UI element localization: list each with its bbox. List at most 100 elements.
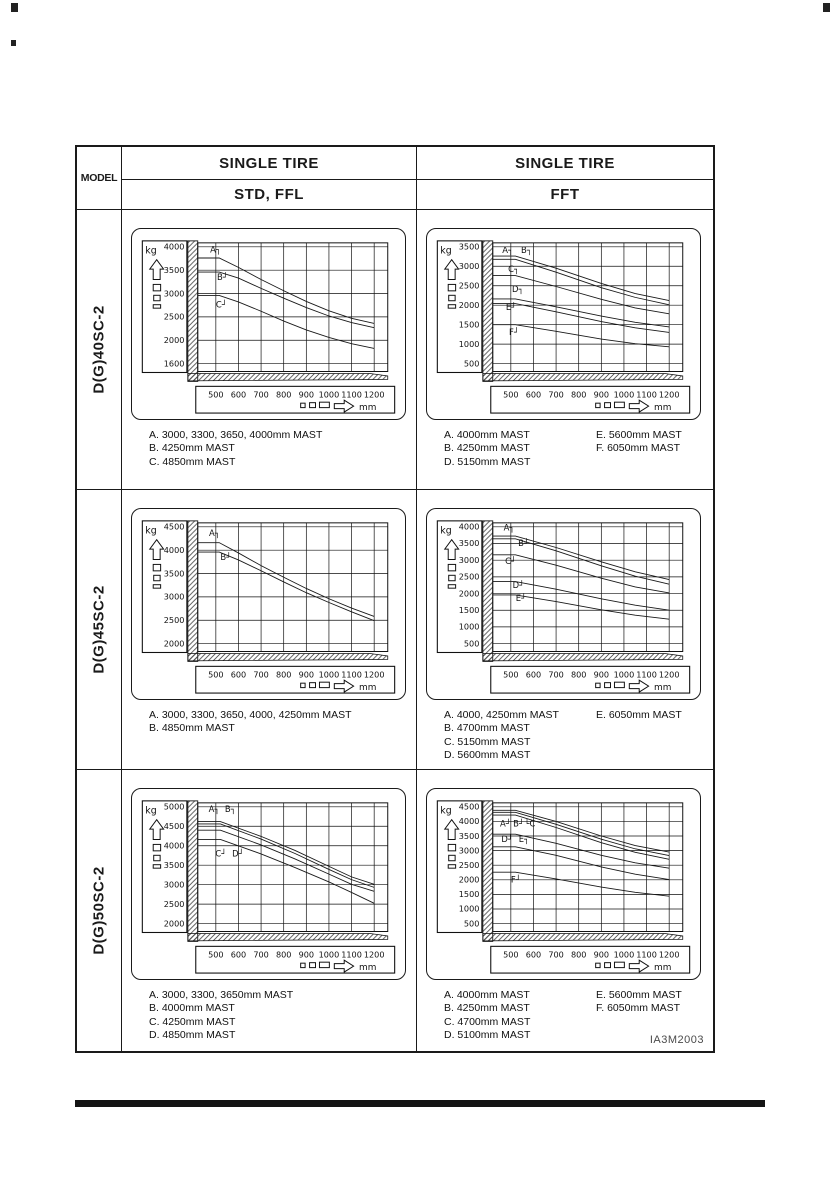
svg-text:500: 500: [503, 950, 518, 960]
capacity-curve-C: [197, 829, 375, 892]
legend-item: E. 6050mm MAST: [596, 709, 682, 721]
svg-text:mm: mm: [654, 403, 671, 413]
svg-text:F┘: F┘: [509, 327, 519, 337]
svg-text:E┘: E┘: [506, 302, 516, 312]
capacity-curve-D: [492, 298, 670, 328]
chart-cell-40sc2-fft: kg 3500 3000 2500 2000 1500 1000 500 500 600 700 80…: [417, 210, 713, 490]
capacity-chart-card: kg 4000 3500 3000 2500 2000 1500 1000 500 500 600 7…: [426, 508, 701, 700]
svg-text:3000: 3000: [459, 555, 480, 565]
capacity-chart: kg 4500 4000 3500 3000 2500 2000 1500 1000 500 500…: [436, 800, 691, 974]
svg-text:600: 600: [526, 390, 541, 400]
svg-text:B┘: B┘: [217, 272, 228, 282]
model-cell-40sc2: D(G)40SC-2: [77, 210, 122, 490]
capacity-curve-D: [197, 839, 375, 904]
svg-text:3000: 3000: [164, 288, 185, 298]
svg-text:2000: 2000: [459, 588, 480, 598]
legend-item: B. 4250mm MAST: [444, 1002, 530, 1015]
svg-text:800: 800: [276, 670, 291, 680]
svg-text:kg: kg: [440, 806, 451, 817]
capacity-chart-card: kg 5000 4500 4000 3500 3000 2500 2000 500 600 700 8…: [131, 788, 406, 980]
mast-legend: A. 3000, 3300, 3650, 4000, 4250mm MAST B.…: [149, 709, 416, 736]
svg-text:1200: 1200: [659, 950, 680, 960]
svg-text:1500: 1500: [459, 319, 480, 329]
svg-text:600: 600: [231, 390, 246, 400]
legend-item: C. 4700mm MAST: [444, 1015, 531, 1028]
svg-text:2500: 2500: [459, 860, 480, 870]
svg-text:1600: 1600: [164, 358, 185, 368]
svg-text:2500: 2500: [459, 572, 480, 582]
column-subheader-label: STD, FFL: [234, 186, 304, 203]
svg-text:E┘: E┘: [516, 593, 526, 603]
svg-text:D┘: D┘: [232, 849, 244, 859]
document-code: IA3M2003: [649, 1034, 704, 1046]
legend-item: A. 4000, 4250mm MAST: [444, 709, 559, 721]
svg-text:1200: 1200: [364, 670, 385, 680]
svg-text:4500: 4500: [459, 802, 480, 812]
svg-text:A┘: A┘: [500, 819, 511, 829]
chart-cell-45sc2-fft: kg 4000 3500 3000 2500 2000 1500 1000 500 500 600 7…: [417, 490, 713, 770]
svg-text:1100: 1100: [341, 670, 362, 680]
svg-text:3000: 3000: [164, 592, 185, 602]
svg-text:800: 800: [571, 950, 586, 960]
capacity-curve-C: [492, 554, 670, 594]
svg-text:3500: 3500: [164, 860, 185, 870]
svg-text:700: 700: [548, 670, 563, 680]
model-cell-50sc2: D(G)50SC-2: [77, 770, 122, 1051]
svg-text:1000: 1000: [319, 390, 340, 400]
capacity-curve-E: [492, 594, 670, 620]
svg-text:4000: 4000: [459, 522, 480, 532]
svg-text:C┘: C┘: [505, 556, 516, 566]
legend-item: A. 3000, 3300, 3650, 4000, 4250mm MAST: [149, 709, 352, 721]
svg-text:C┘: C┘: [216, 300, 227, 310]
legend-item: F. 6050mm MAST: [596, 1002, 681, 1015]
svg-text:600: 600: [526, 670, 541, 680]
svg-text:1200: 1200: [364, 950, 385, 960]
svg-text:A┐: A┐: [209, 528, 220, 539]
legend-item: B. 4700mm MAST: [444, 722, 530, 735]
svg-text:1000: 1000: [614, 670, 635, 680]
chart-cell-45sc2-std: kg 4500 4000 3500 3000 2500 2000 500 600 700 800 90…: [122, 490, 417, 770]
legend-item: E. 5600mm MAST: [596, 989, 682, 1001]
svg-text:F┘: F┘: [511, 875, 521, 885]
svg-text:1000: 1000: [459, 339, 480, 349]
svg-text:B┘: B┘: [518, 538, 529, 548]
capacity-curve-B: [197, 271, 375, 329]
capacity-curve-A: [492, 535, 670, 580]
column-header-label: SINGLE TIRE: [219, 154, 319, 172]
svg-text:C┐: C┐: [508, 264, 519, 275]
chart-cell-50sc2-std: kg 5000 4500 4000 3500 3000 2500 2000 500 600 700 8…: [122, 770, 417, 1051]
svg-text:800: 800: [276, 950, 291, 960]
legend-item: D. 4850mm MAST: [149, 1029, 236, 1042]
capacity-chart: kg 4000 3500 3000 2500 2000 1500 1000 500 500 600 7…: [436, 520, 691, 694]
svg-text:kg: kg: [145, 806, 156, 817]
svg-text:700: 700: [548, 390, 563, 400]
svg-text:4000: 4000: [164, 545, 185, 555]
capacity-curve-B: [492, 538, 670, 585]
capacity-curve-B: [197, 823, 375, 888]
svg-text:D┘: D┘: [501, 834, 513, 844]
mast-legend: A. 3000, 3300, 3650mm MAST B. 4000mm MAST…: [149, 989, 416, 1043]
svg-text:A┐: A┐: [504, 522, 515, 533]
svg-text:1000: 1000: [459, 904, 480, 914]
svg-text:900: 900: [299, 390, 314, 400]
column-header-single-tire-fft: SINGLE TIRE: [417, 147, 713, 180]
svg-text:500: 500: [464, 918, 479, 928]
svg-text:kg: kg: [440, 526, 451, 537]
svg-text:A┐: A┐: [210, 244, 221, 255]
capacity-chart-card: kg 3500 3000 2500 2000 1500 1000 500 500 600 700 80…: [426, 228, 701, 420]
svg-text:700: 700: [253, 950, 268, 960]
svg-text:3000: 3000: [164, 879, 185, 889]
legend-item: F. 6050mm MAST: [596, 442, 681, 455]
svg-text:500: 500: [464, 638, 479, 648]
svg-text:└C: └C: [524, 819, 535, 829]
column-subheader-label: FFT: [550, 186, 580, 203]
capacity-curve-B: [197, 551, 375, 622]
svg-text:C┘: C┘: [215, 849, 226, 859]
capacity-chart: kg 4000 3500 3000 2500 2000 1600 500 600 700 800 90…: [141, 240, 396, 414]
svg-text:3500: 3500: [164, 265, 185, 275]
capacity-curve-E: [492, 303, 670, 333]
svg-text:700: 700: [253, 670, 268, 680]
svg-text:2000: 2000: [164, 918, 185, 928]
capacity-chart: kg 5000 4500 4000 3500 3000 2500 2000 500 600 700 8…: [141, 800, 396, 974]
svg-text:3500: 3500: [459, 831, 480, 841]
